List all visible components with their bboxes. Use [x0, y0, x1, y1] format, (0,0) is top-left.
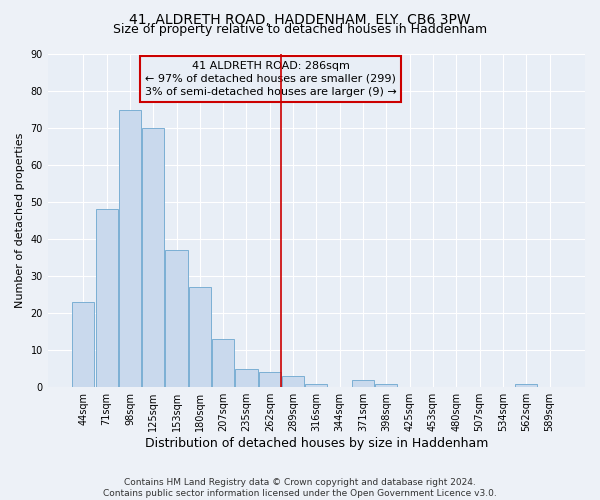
Bar — [515, 384, 537, 387]
Bar — [305, 384, 328, 387]
Y-axis label: Number of detached properties: Number of detached properties — [15, 133, 25, 308]
Bar — [282, 376, 304, 387]
Bar — [352, 380, 374, 387]
Text: 41 ALDRETH ROAD: 286sqm
← 97% of detached houses are smaller (299)
3% of semi-de: 41 ALDRETH ROAD: 286sqm ← 97% of detache… — [145, 60, 397, 97]
Bar — [189, 287, 211, 387]
Text: 41, ALDRETH ROAD, HADDENHAM, ELY, CB6 3PW: 41, ALDRETH ROAD, HADDENHAM, ELY, CB6 3P… — [129, 12, 471, 26]
Bar — [95, 210, 118, 387]
X-axis label: Distribution of detached houses by size in Haddenham: Distribution of detached houses by size … — [145, 437, 488, 450]
Bar — [259, 372, 281, 387]
Bar — [212, 339, 234, 387]
Text: Size of property relative to detached houses in Haddenham: Size of property relative to detached ho… — [113, 22, 487, 36]
Bar — [72, 302, 94, 387]
Bar — [119, 110, 141, 387]
Bar — [235, 368, 257, 387]
Bar — [375, 384, 397, 387]
Bar — [166, 250, 188, 387]
Bar — [142, 128, 164, 387]
Text: Contains HM Land Registry data © Crown copyright and database right 2024.
Contai: Contains HM Land Registry data © Crown c… — [103, 478, 497, 498]
